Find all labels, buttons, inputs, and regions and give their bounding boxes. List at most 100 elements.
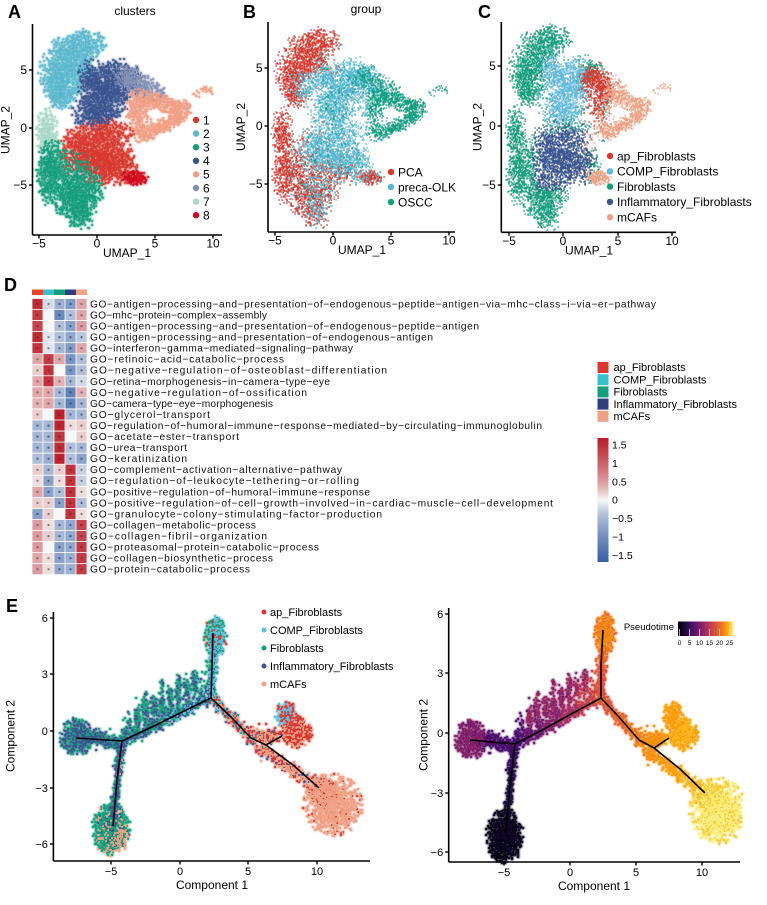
svg-text:ap_Fibroblasts: ap_Fibroblasts (614, 362, 687, 374)
svg-text:−5: −5 (32, 237, 46, 251)
svg-text:0: 0 (612, 495, 618, 507)
svg-text:A: A (8, 2, 21, 22)
svg-text:0: 0 (330, 234, 337, 248)
svg-text:GO−mhc−protein−complex−assembl: GO−mhc−protein−complex−assembly (90, 311, 268, 322)
svg-text:5: 5 (256, 61, 263, 75)
svg-text:D: D (4, 275, 17, 295)
svg-text:0: 0 (560, 234, 567, 248)
svg-text:Component 1: Component 1 (176, 878, 248, 892)
svg-text:3: 3 (203, 141, 210, 155)
svg-text:15: 15 (706, 640, 714, 647)
svg-text:0: 0 (567, 867, 573, 879)
svg-text:GO−complement−activation−alter: GO−complement−activation−alternative−pat… (90, 465, 343, 476)
svg-text:25: 25 (726, 640, 734, 647)
svg-text:0: 0 (678, 640, 682, 647)
svg-text:Inflammatory_Fibroblasts: Inflammatory_Fibroblasts (617, 195, 752, 209)
svg-text:GO−keratinization: GO−keratinization (90, 454, 187, 465)
svg-text:1: 1 (612, 458, 618, 470)
svg-text:4: 4 (203, 154, 210, 168)
svg-text:−1.5: −1.5 (612, 550, 633, 562)
svg-text:10: 10 (696, 867, 708, 879)
svg-text:10: 10 (311, 866, 323, 878)
svg-text:GO−interferon−gamma−mediated−s: GO−interferon−gamma−mediated−signaling−p… (90, 344, 354, 355)
svg-text:GO−positive−regulation−of−humo: GO−positive−regulation−of−humoral−immune… (90, 487, 370, 498)
svg-text:mCAFs: mCAFs (614, 411, 651, 423)
svg-text:GO−collagen−fibril−organizatio: GO−collagen−fibril−organization (90, 532, 267, 543)
svg-text:GO−camera−type−eye−morphogenes: GO−camera−type−eye−morphogenesis (90, 399, 273, 410)
svg-text:3: 3 (42, 669, 48, 681)
svg-text:0: 0 (489, 119, 496, 133)
svg-text:E: E (6, 596, 18, 616)
svg-text:UMAP_1: UMAP_1 (338, 243, 386, 257)
svg-text:group: group (351, 2, 382, 16)
svg-text:COMP_Fibroblasts: COMP_Fibroblasts (270, 625, 363, 637)
svg-text:−0.5: −0.5 (612, 513, 633, 525)
svg-text:GO−regulation−of−leukocyte−tet: GO−regulation−of−leukocyte−tethering−or−… (90, 476, 359, 487)
svg-text:0: 0 (42, 726, 48, 738)
svg-text:10: 10 (206, 237, 220, 251)
svg-text:−5: −5 (498, 867, 511, 879)
svg-text:C: C (478, 2, 491, 22)
svg-text:5: 5 (489, 59, 496, 73)
svg-text:−1: −1 (612, 532, 624, 544)
svg-text:GO−proteasomal−protein−catabol: GO−proteasomal−protein−catabolic−process (90, 543, 319, 554)
svg-text:COMP_Fibroblasts: COMP_Fibroblasts (617, 165, 718, 179)
svg-text:preca-OLK: preca-OLK (398, 180, 456, 194)
svg-text:10: 10 (696, 640, 704, 647)
svg-text:−3: −3 (35, 783, 48, 795)
svg-text:Component 2: Component 2 (3, 700, 17, 772)
svg-text:UMAP_1: UMAP_1 (103, 246, 151, 260)
svg-text:−5: −5 (482, 178, 496, 192)
svg-text:5: 5 (688, 640, 692, 647)
svg-text:GO−negative−regulation−of−ossi: GO−negative−regulation−of−ossification (90, 388, 307, 399)
svg-text:10: 10 (665, 234, 679, 248)
svg-text:Component 2: Component 2 (417, 699, 431, 771)
svg-text:5: 5 (388, 234, 395, 248)
svg-text:2: 2 (203, 127, 210, 141)
svg-text:5: 5 (615, 234, 622, 248)
svg-text:20: 20 (716, 640, 724, 647)
svg-text:0: 0 (256, 119, 263, 133)
svg-text:GO−protein−catabolic−process: GO−protein−catabolic−process (90, 565, 250, 576)
svg-text:Component 1: Component 1 (558, 879, 630, 893)
svg-text:Fibroblasts: Fibroblasts (270, 643, 324, 655)
svg-text:GO−collagen−biosynthetic−proce: GO−collagen−biosynthetic−process (90, 554, 273, 565)
svg-text:UMAP_2: UMAP_2 (470, 103, 484, 151)
svg-text:6: 6 (42, 613, 48, 625)
svg-text:0: 0 (20, 121, 27, 135)
svg-text:5: 5 (245, 866, 251, 878)
svg-text:GO−antigen−processing−and−pres: GO−antigen−processing−and−presentation−o… (90, 299, 657, 310)
svg-text:GO−granulocyte−colony−stimulat: GO−granulocyte−colony−stimulating−factor… (90, 509, 382, 520)
svg-text:−6: −6 (431, 847, 444, 859)
svg-text:ap_Fibroblasts: ap_Fibroblasts (270, 607, 343, 619)
svg-text:5: 5 (20, 63, 27, 77)
svg-text:ap_Fibroblasts: ap_Fibroblasts (617, 149, 696, 163)
svg-text:UMAP_2: UMAP_2 (234, 103, 248, 151)
svg-text:B: B (243, 2, 256, 22)
svg-text:GO−positive−regulation−of−cell: GO−positive−regulation−of−cell−growth−in… (90, 498, 553, 509)
svg-text:5: 5 (152, 237, 159, 251)
svg-text:GO−antigen−processing−and−pres: GO−antigen−processing−and−presentation−o… (90, 322, 479, 333)
svg-text:3: 3 (437, 668, 443, 680)
svg-text:GO−acetate−ester−transport: GO−acetate−ester−transport (90, 432, 239, 443)
svg-text:GO−collagen−metabolic−process: GO−collagen−metabolic−process (90, 520, 256, 531)
svg-text:PCA: PCA (398, 165, 423, 179)
svg-text:clusters: clusters (114, 4, 155, 18)
svg-text:−5: −5 (105, 866, 118, 878)
svg-text:7: 7 (203, 195, 210, 209)
svg-text:GO−glycerol−transport: GO−glycerol−transport (90, 410, 210, 421)
svg-text:6: 6 (437, 609, 443, 621)
svg-text:GO−urea−transport: GO−urea−transport (90, 443, 187, 454)
svg-text:−5: −5 (249, 177, 263, 191)
svg-text:1: 1 (203, 113, 210, 127)
svg-text:Pseudotime: Pseudotime (624, 622, 674, 633)
svg-text:6: 6 (203, 181, 210, 195)
svg-text:5: 5 (203, 168, 210, 182)
svg-text:COMP_Fibroblasts: COMP_Fibroblasts (614, 374, 707, 386)
svg-text:Fibroblasts: Fibroblasts (617, 180, 676, 194)
svg-text:GO−antigen−processing−and−pres: GO−antigen−processing−and−presentation−o… (90, 333, 433, 344)
svg-text:UMAP_1: UMAP_1 (565, 243, 613, 257)
svg-text:mCAFs: mCAFs (617, 211, 657, 225)
svg-text:5: 5 (633, 867, 639, 879)
svg-text:Inflammatory_Fibroblasts: Inflammatory_Fibroblasts (614, 399, 738, 411)
